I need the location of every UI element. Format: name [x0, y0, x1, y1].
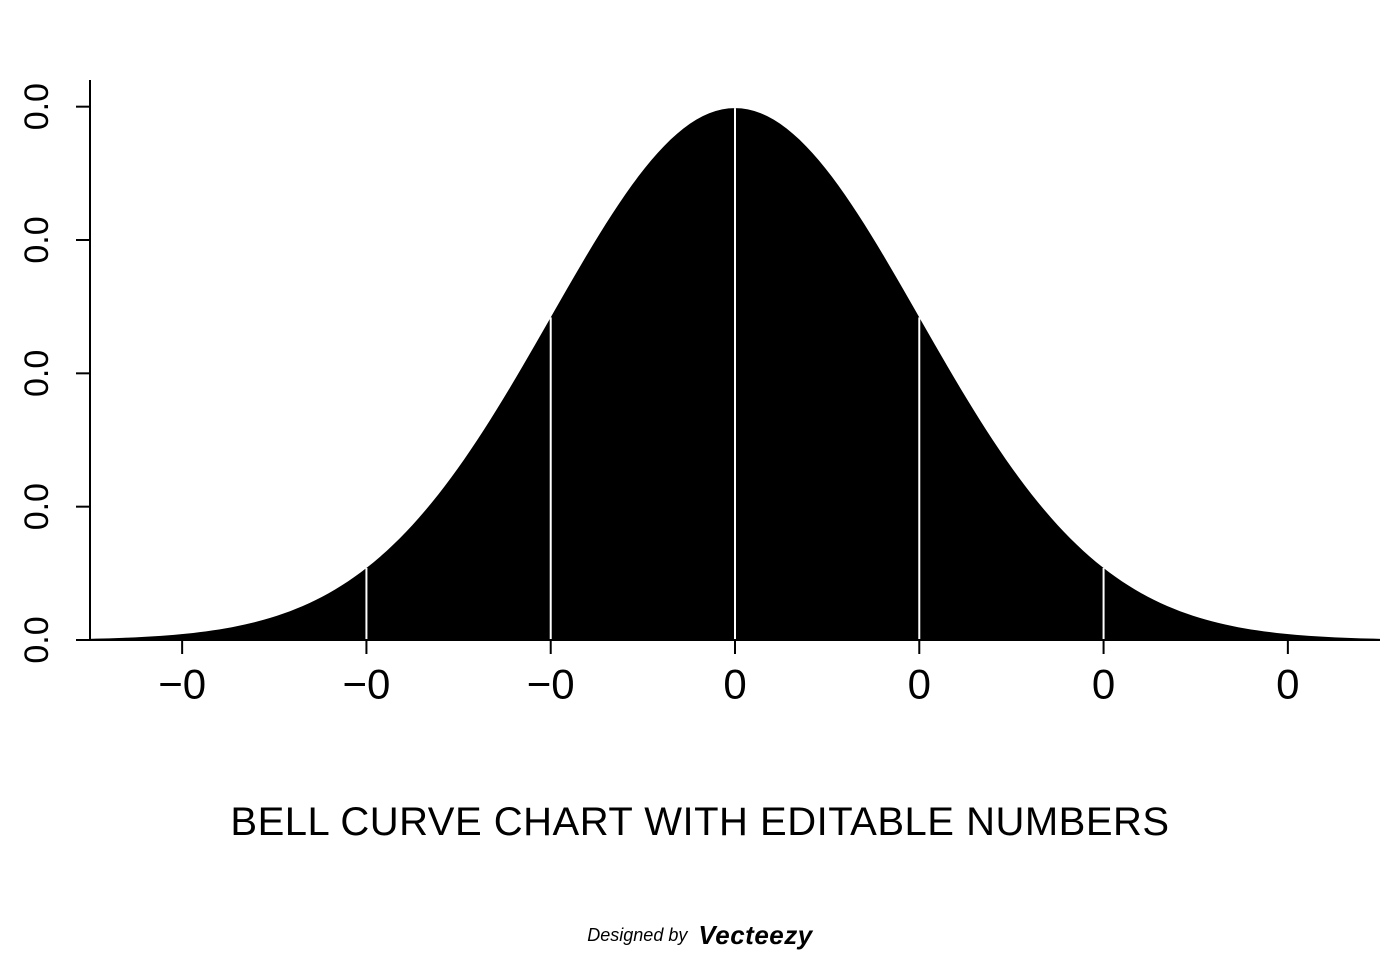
x-tick-label: 0: [908, 660, 931, 707]
y-tick-label: 0.0: [18, 83, 56, 130]
page: 0.0 0.0 0.0 0.0 0.0 −0 −0 −0 0 0 0 0 BELL CURVE CHA…: [0, 0, 1400, 980]
credit-line: Designed by Vecteezy: [0, 920, 1400, 951]
x-tick-label: 0: [1276, 660, 1299, 707]
x-tick-label: −0: [527, 660, 575, 707]
x-tick-label: −0: [158, 660, 206, 707]
y-tick-label: 0.0: [18, 483, 56, 530]
x-tick-label: 0: [723, 660, 746, 707]
y-tick-label: 0.0: [18, 350, 56, 397]
chart-caption: BELL CURVE CHART WITH EDITABLE NUMBERS: [0, 800, 1400, 845]
x-tick-label: 0: [1092, 660, 1115, 707]
credit-brand: Vecteezy: [698, 920, 812, 950]
y-tick-label: 0.0: [18, 216, 56, 263]
credit-prefix: Designed by: [587, 925, 687, 945]
x-tick-label: −0: [342, 660, 390, 707]
y-tick-label: 0.0: [18, 616, 56, 663]
